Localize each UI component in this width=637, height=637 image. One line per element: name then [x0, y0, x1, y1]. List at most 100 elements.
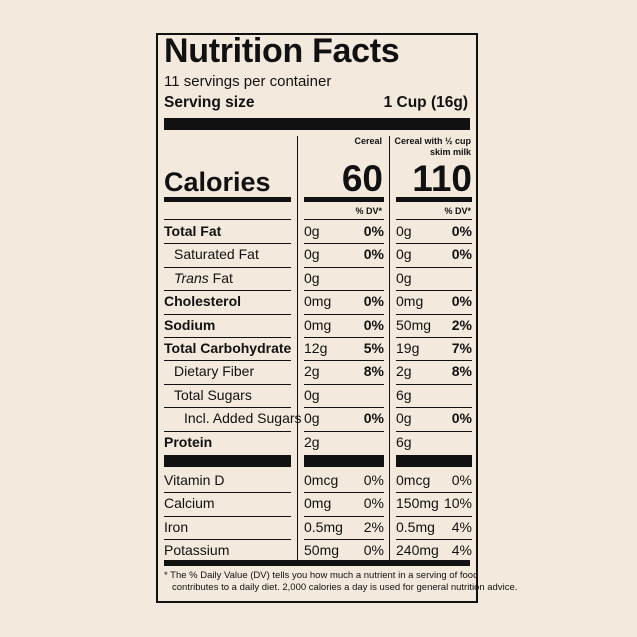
nutrient-name: Incl. Added Sugars — [184, 410, 302, 427]
row-line-v0-2 — [396, 492, 472, 494]
col1-amount: 0mg — [304, 316, 332, 333]
row-line-2-2 — [396, 290, 472, 292]
row-line-7-2 — [396, 407, 472, 409]
col1-amount: 0mg — [304, 293, 332, 310]
col2-dv: 8% — [451, 363, 472, 380]
vitamin-col2-amount: 240mg — [396, 542, 439, 559]
col1-amount: 0g — [304, 410, 320, 427]
row-line-4-1 — [304, 337, 384, 338]
vitamin-divider-bar — [304, 455, 384, 467]
row-line-v1-0 — [164, 515, 291, 517]
col1-dv: 0% — [363, 246, 384, 263]
footnote-line1: * The % Daily Value (DV) tells you how m… — [164, 570, 479, 581]
row-line-5-2 — [396, 360, 472, 362]
col1-dv: 0% — [363, 223, 384, 239]
vitamin-col2-dv: 10% — [443, 495, 472, 512]
col2-amount: 19g — [396, 340, 420, 356]
label-title: Nutrition Facts — [164, 32, 400, 70]
col1-header: Cereal — [354, 136, 382, 146]
thick-divider — [164, 118, 470, 130]
col2-amount: 50mg — [396, 316, 432, 333]
vitamin-col1-dv: 2% — [363, 518, 384, 535]
row-line-1-0 — [164, 266, 291, 268]
row-line-1-1 — [304, 266, 384, 268]
col1-amount: 0g — [304, 386, 320, 403]
col2-amount: 0g — [396, 223, 412, 239]
vitamin-divider-bar — [396, 455, 472, 467]
vitamin-col1-dv: 0% — [363, 542, 384, 559]
col1-amount: 2g — [304, 433, 320, 450]
vitamin-name: Iron — [164, 518, 189, 535]
nutrient-name: Protein — [164, 433, 213, 450]
row-line-3-0 — [164, 313, 291, 315]
row-line-6-0 — [164, 383, 291, 385]
serving-size-value: 1 Cup (16g) — [383, 94, 468, 111]
nutrient-name: Cholesterol — [164, 293, 242, 310]
col2-dv: 0% — [451, 410, 472, 427]
vitamin-col1-amount: 0mg — [304, 495, 332, 512]
row-line-1-2 — [396, 266, 472, 268]
nutrient-name: Saturated Fat — [174, 246, 259, 263]
nutrient-name-italic: Trans — [174, 269, 209, 286]
vitamin-col2-dv: 4% — [451, 518, 472, 535]
col2-dv: 2% — [451, 316, 472, 333]
row-line-5-1 — [304, 360, 384, 362]
vitamin-col1-amount: 0mcg — [304, 472, 339, 488]
vitamin-col2-amount: 150mg — [396, 495, 439, 512]
column-divider-1 — [297, 136, 298, 564]
vitamin-name: Vitamin D — [164, 472, 225, 488]
calories-label: Calories — [164, 167, 271, 197]
row-line-0-1 — [304, 243, 384, 245]
row-line-2-1 — [304, 290, 384, 292]
nutrient-name: Total Sugars — [174, 386, 252, 403]
row-line-6-2 — [396, 383, 472, 385]
nutrient-name: Total Carbohydrate — [164, 340, 292, 356]
vitamin-col2-amount: 0mcg — [396, 472, 431, 488]
col1-amount: 2g — [304, 363, 320, 380]
col1-dv: 0% — [363, 293, 384, 310]
footnote-line2: contributes to a daily diet. 2,000 calor… — [172, 582, 518, 593]
row-line-2-0 — [164, 290, 291, 292]
row-line-0-0 — [164, 243, 291, 245]
col1-amount: 0g — [304, 269, 320, 286]
row-line-8-0 — [164, 430, 291, 432]
row-line-top-1 — [304, 219, 384, 220]
row-line-v1-1 — [304, 515, 384, 517]
nutrient-name-rest: Fat — [208, 269, 233, 286]
col2-dv: 0% — [451, 223, 472, 239]
calories-col1: 60 — [341, 158, 383, 199]
row-line-5-0 — [164, 360, 291, 362]
col2-amount: 0g — [396, 269, 412, 286]
nutrient-name: Dietary Fiber — [174, 363, 255, 380]
col1-amount: 12g — [304, 340, 328, 356]
col1-dv: 0% — [363, 410, 384, 427]
col1-amount: 0g — [304, 246, 320, 263]
column-divider-2 — [389, 136, 390, 564]
col2-amount: 6g — [396, 433, 412, 450]
dv-header-col2: % DV* — [444, 206, 471, 216]
servings-per-container: 11 servings per container — [164, 73, 332, 90]
vitamin-divider-bar — [164, 455, 291, 467]
vitamin-name: Potassium — [164, 542, 230, 559]
row-line-3-2 — [396, 313, 472, 315]
col1-dv: 0% — [363, 316, 384, 333]
col1-amount: 0g — [304, 223, 320, 239]
row-line-3-1 — [304, 313, 384, 315]
col2-amount: 0g — [396, 410, 412, 427]
col1-dv: 5% — [363, 340, 384, 356]
col2-dv: 7% — [451, 340, 472, 356]
row-line-8-1 — [304, 430, 384, 432]
row-line-4-2 — [396, 337, 472, 338]
row-line-7-0 — [164, 407, 291, 409]
vitamin-col1-amount: 50mg — [304, 542, 340, 559]
vitamin-col2-dv: 0% — [451, 472, 472, 488]
row-line-7-1 — [304, 407, 384, 409]
row-line-v2-1 — [304, 539, 384, 541]
footnote: * The % Daily Value (DV) tells you how m… — [164, 570, 517, 594]
calories-bar-col1 — [304, 197, 384, 202]
col2-header-line2: skim milk — [429, 147, 471, 157]
row-line-top-0 — [164, 219, 291, 220]
row-line-top-2 — [396, 219, 472, 220]
bottom-divider — [164, 560, 470, 566]
calories-bar-col2 — [396, 197, 472, 202]
